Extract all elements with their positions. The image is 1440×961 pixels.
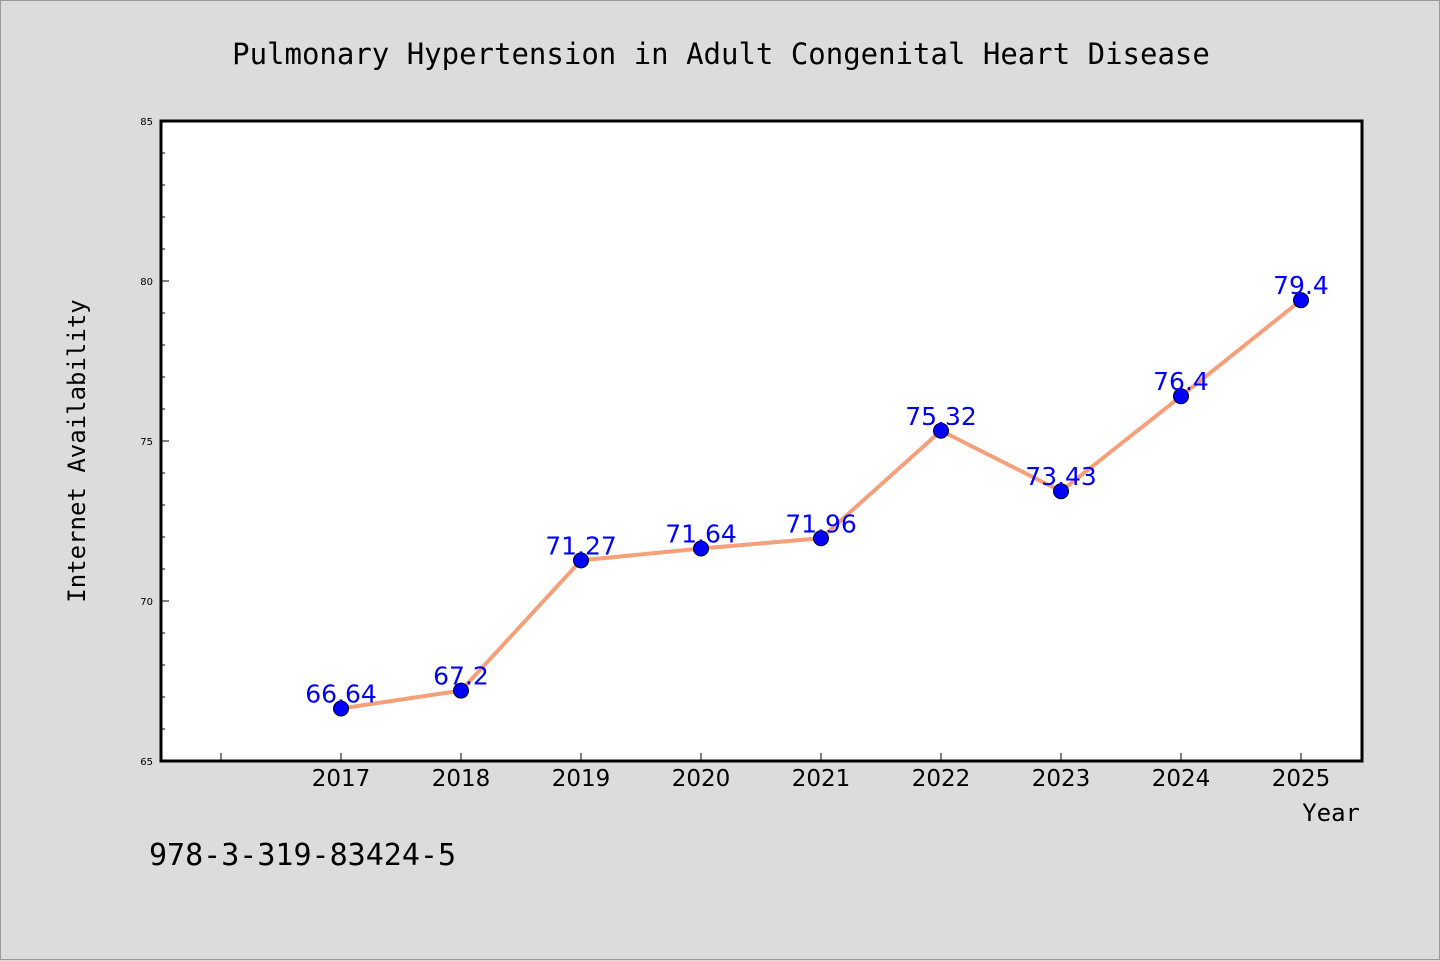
footer-code: 978-3-319-83424-5	[149, 838, 456, 873]
data-point	[693, 540, 709, 557]
x-axis-label: Year	[1302, 799, 1360, 827]
y-tick-label: 65	[140, 757, 153, 768]
chart-title: Pulmonary Hypertension in Adult Congenit…	[232, 37, 1210, 71]
plot-area	[161, 121, 1362, 761]
y-tick-label: 80	[140, 277, 153, 288]
data-label: 79.4	[1273, 271, 1329, 300]
series-group: 66.64 67.2 71.27 71.64 71.96 75.32 73.43 76.4 79…	[305, 271, 1329, 717]
data-label: 66.64	[305, 680, 377, 709]
data-label: 67.2	[433, 662, 489, 691]
x-tick-label: 2025	[1272, 766, 1331, 792]
data-point	[573, 552, 589, 569]
y-tick-label: 85	[140, 117, 153, 128]
x-tick-label: 2023	[1032, 766, 1091, 792]
data-label: 73.43	[1025, 462, 1097, 491]
x-tick-label: 2019	[552, 766, 611, 792]
data-point	[933, 422, 949, 439]
x-tick-label: 2024	[1152, 766, 1211, 792]
data-point	[453, 682, 469, 699]
data-point	[1293, 292, 1309, 309]
y-tick-label: 75	[140, 437, 153, 448]
plot-border	[159, 119, 1364, 763]
x-tick-label: 2020	[672, 766, 731, 792]
x-tick-label: 2017	[312, 766, 371, 792]
x-tick-label: 2018	[432, 766, 491, 792]
x-axis-ticks: 2017 2018 2019 2020 2021 2022 2023 2024 2025	[220, 753, 1331, 792]
x-tick-label: 2022	[912, 766, 971, 792]
data-point	[333, 700, 349, 717]
data-label: 71.64	[665, 520, 737, 549]
x-tick-label: 2021	[792, 766, 851, 792]
data-label: 76.4	[1153, 367, 1209, 396]
data-label: 71.27	[545, 531, 617, 560]
data-label: 71.96	[785, 509, 857, 538]
y-tick-label: 70	[140, 597, 153, 608]
data-label: 75.32	[905, 402, 977, 431]
data-point	[1173, 388, 1189, 405]
data-point	[1053, 483, 1069, 500]
data-point	[813, 530, 829, 547]
y-axis-label: Internet Availability	[63, 299, 91, 602]
